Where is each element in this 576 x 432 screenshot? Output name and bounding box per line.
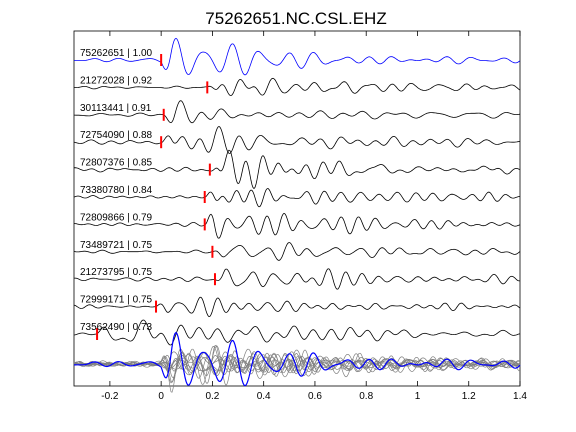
traces-layer bbox=[73, 37, 521, 346]
trace-label: 75262651 | 1.00 bbox=[80, 48, 153, 59]
x-tick-label: 0.8 bbox=[359, 391, 373, 402]
stack-trace bbox=[73, 349, 521, 384]
trace-line bbox=[74, 268, 520, 290]
stack-master-trace bbox=[74, 331, 521, 387]
trace-label: 73489721 | 0.75 bbox=[80, 240, 153, 251]
trace-label: 21272028 | 0.92 bbox=[80, 75, 153, 86]
chart-title: 75262651.NC.CSL.EHZ bbox=[205, 9, 386, 28]
x-tick-label: -0.2 bbox=[101, 391, 119, 402]
trace-label: 72999171 | 0.75 bbox=[80, 295, 153, 306]
trace-label: 73380780 | 0.84 bbox=[80, 185, 153, 196]
trace-line bbox=[74, 37, 521, 76]
x-tick-label: 0.2 bbox=[205, 391, 219, 402]
x-tick-label: 0.4 bbox=[257, 391, 271, 402]
trace-line bbox=[73, 126, 521, 154]
x-tick-label: 0 bbox=[158, 391, 164, 402]
plot-frame bbox=[73, 30, 521, 387]
trace-line bbox=[74, 100, 521, 124]
trace-line bbox=[73, 319, 521, 346]
trace-label: 72807376 | 0.85 bbox=[80, 158, 153, 169]
trace-label: 73562490 | 0.73 bbox=[80, 322, 153, 333]
trace-label: 21273795 | 0.75 bbox=[80, 267, 153, 278]
trace-line bbox=[73, 242, 521, 261]
trace-line bbox=[73, 188, 520, 208]
x-tick-label: 1.2 bbox=[462, 391, 476, 402]
trace-line bbox=[74, 212, 521, 239]
trace-line bbox=[73, 296, 521, 318]
stack-layer bbox=[73, 331, 521, 393]
x-axis: -0.2 0 0.2 0.4 0.6 0.8 1 1.2 1.4 bbox=[101, 31, 527, 402]
x-tick-label: 1.4 bbox=[513, 391, 527, 402]
stack-trace bbox=[73, 346, 521, 385]
trace-label: 72754090 | 0.88 bbox=[80, 130, 153, 141]
trace-labels: 75262651 | 1.00 21272028 | 0.92 30113441 |… bbox=[80, 48, 153, 333]
x-tick-label: 0.6 bbox=[308, 391, 322, 402]
stack-trace bbox=[73, 354, 521, 379]
trace-line bbox=[74, 77, 521, 97]
trace-label: 72809866 | 0.79 bbox=[80, 212, 153, 223]
picks-layer bbox=[96, 54, 216, 340]
trace-line bbox=[73, 149, 521, 190]
trace-label: 30113441 | 0.91 bbox=[80, 103, 152, 114]
x-tick-label: 1 bbox=[415, 391, 421, 402]
